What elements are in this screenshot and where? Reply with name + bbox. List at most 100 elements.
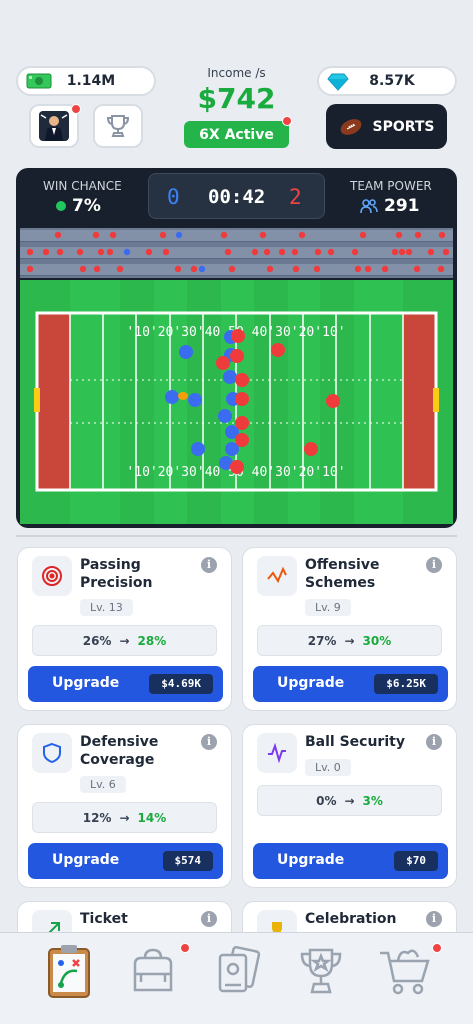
crowd-dot [198,265,206,273]
player-blue [191,442,205,456]
player-red [304,442,318,456]
stat-change: 0% → 3% [257,785,442,816]
crowd-dot [314,248,322,256]
upgrade-title: Defensive Coverage [80,734,159,768]
crowd-dot [359,231,367,239]
arrow-right-icon: → [344,633,355,648]
info-icon[interactable]: i [426,557,442,573]
nav-bag[interactable] [123,941,190,1001]
crowd-dot [298,231,306,239]
upgrade-title: Ball Security [305,734,405,750]
nav-cards[interactable] [208,941,268,1001]
upgrade-button[interactable]: Upgrade $4.69K [28,666,223,702]
trophy-icon [300,948,342,994]
income-label: Income /s [207,66,266,80]
coach-icon [39,111,69,141]
coach-button[interactable] [29,104,81,148]
header: 1.14M Income /s $742 8.57K 6X Active SPO… [0,0,473,160]
crowd-dot [259,231,267,239]
arrow-right-icon: → [119,633,130,648]
upgrade-title: Celebration [305,911,397,927]
stat-next: 30% [362,633,392,648]
cash-counter[interactable]: 1.14M [16,66,156,96]
nav-playbook[interactable] [39,941,99,1001]
income-value: $742 [197,82,276,115]
player-blue [225,425,239,439]
info-icon[interactable]: i [201,734,217,750]
upgrade-level: Lv. 13 [80,599,133,616]
crowd-dot [26,248,34,256]
upgrade-label: Upgrade [277,852,345,868]
multiplier-active-button[interactable]: 6X Active [184,116,292,148]
crowd-dot [76,248,84,256]
football-field: '10'20'30'40 50 40'30'20'10' '10'20'30'4… [20,280,453,524]
player-red [271,343,285,357]
player-blue [223,370,237,384]
notification-dot [180,943,190,953]
target-icon [32,556,72,596]
crowd-dot [220,231,228,239]
crowd-dot [106,248,114,256]
upgrade-title: Offensive Schemes [305,557,380,591]
win-chance: 7% [56,196,101,216]
crowd-dot [79,265,87,273]
crowd-dot [159,231,167,239]
crowd-dot [414,231,422,239]
player-red [216,356,230,370]
crowd-dot [266,265,274,273]
crowd-dot [224,248,232,256]
crowd-dot [395,231,403,239]
crowd-dot [398,248,406,256]
crowd-dot [251,248,259,256]
upgrade-button[interactable]: Upgrade $574 [28,843,223,879]
info-icon[interactable]: i [201,557,217,573]
sports-button[interactable]: SPORTS [326,104,447,149]
team-icon [360,199,378,214]
upgrade-button[interactable]: Upgrade $70 [253,843,448,879]
crowd-dot [42,248,50,256]
player-blue [179,345,193,359]
stat-current: 27% [307,633,337,648]
goalpost-left [34,388,40,412]
trophy-button[interactable] [93,104,143,148]
upgrade-button[interactable]: Upgrade $6.25K [253,666,448,702]
crowd-dot [278,248,286,256]
upgrade-title: Passing Precision [80,557,153,591]
upgrade-price: $6.25K [374,674,438,694]
trophy-outline-icon [106,115,130,137]
crowd-dot [54,231,62,239]
info-icon[interactable]: i [426,911,442,927]
section-divider [16,535,457,537]
players [165,329,340,474]
upgrade-level: Lv. 6 [80,776,126,793]
upgrade-label: Upgrade [52,675,120,691]
upgrade-level: Lv. 0 [305,759,351,776]
score-red: 2 [289,185,302,209]
team-power-value: 291 [384,196,420,216]
nav-shop[interactable] [375,941,442,1001]
pulse-icon [257,733,297,773]
crowd-dot [313,265,321,273]
notification-dot [432,943,442,953]
stat-current: 26% [82,633,112,648]
upgrade-price: $70 [394,851,438,871]
crowd [26,231,450,273]
arrow-right-icon: → [344,793,355,808]
info-icon[interactable]: i [426,734,442,750]
ball-icon [178,392,188,400]
upgrade-card-defensive-coverage: Defensive Coverage i Lv. 6 12% → 14% Upg… [17,724,232,888]
football-icon [341,118,362,135]
upgrade-card-ball-security: Ball Security i Lv. 0 0% → 3% Upgrade $7… [242,724,457,888]
stat-next: 28% [137,633,167,648]
player-blue [165,390,179,404]
gem-counter[interactable]: 8.57K [317,66,457,96]
info-icon[interactable]: i [201,911,217,927]
crowd-dot [364,265,372,273]
endzone-left [37,313,70,490]
player-red [326,394,340,408]
player-red [231,329,245,343]
upgrade-card-offensive-schemes: Offensive Schemes i Lv. 9 27% → 30% Upgr… [242,547,457,711]
stat-change: 12% → 14% [32,802,217,833]
nav-trophies[interactable] [291,941,351,1001]
player-red [235,433,249,447]
